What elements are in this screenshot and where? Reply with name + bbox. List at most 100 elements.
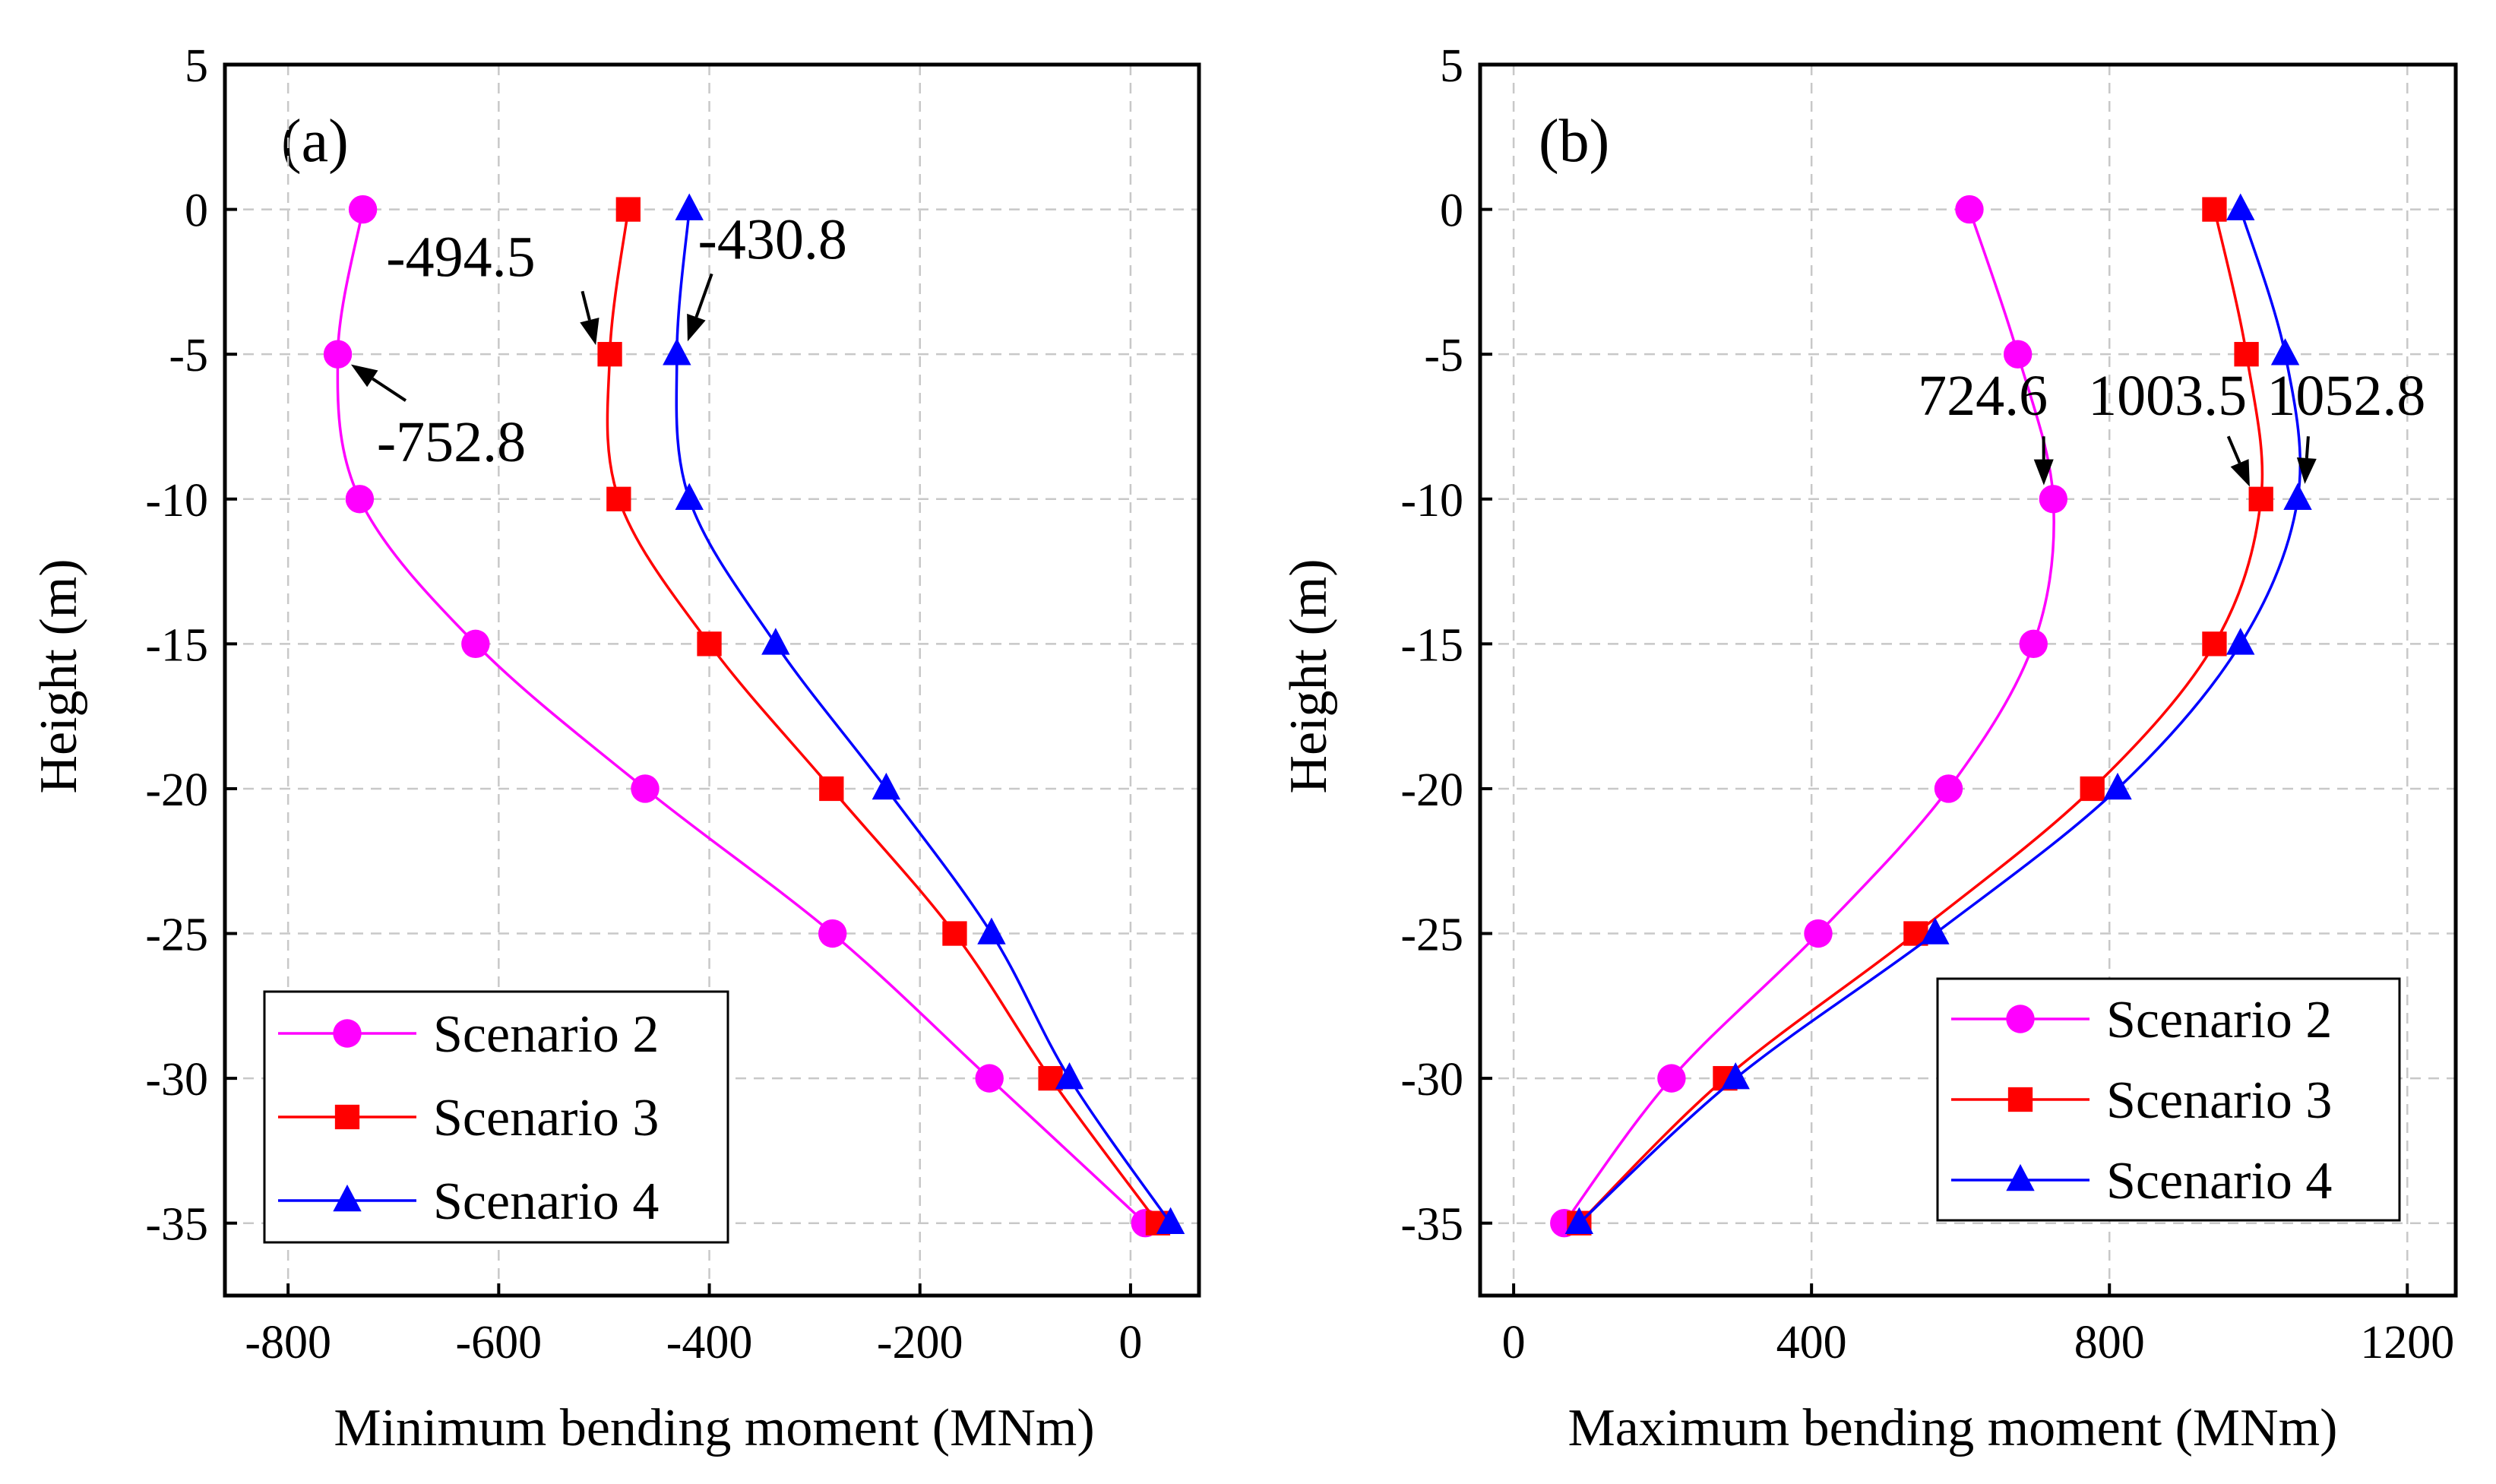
data-point-b-2-7	[1564, 1207, 1594, 1234]
ticks-a: -800 -600 -400 -200 0 5 0 -5 -10 -15 -20 -25 -30 -35	[145, 40, 1142, 1369]
data-point-b-0-6	[1657, 1064, 1686, 1093]
data-point-a-0-1	[323, 340, 353, 369]
data-point-a-0-3	[461, 629, 490, 659]
data-point-a-0-4	[631, 774, 660, 803]
panel-a-minimum-bending-moment: (a) Minimum bending moment (MNm) Height …	[30, 40, 1201, 1457]
x-axis-label-b: Maximum bending moment (MNm)	[1568, 1399, 2338, 1457]
annotation-arrow-b-2	[2296, 436, 2317, 484]
data-point-a-2-3	[761, 628, 790, 655]
annotation-b-1: 1003.5	[2088, 364, 2250, 487]
y-tick-label-b-0: 5	[1440, 40, 1463, 92]
data-point-a-2-5	[977, 917, 1006, 945]
annotation-label-b-0: 724.6	[1918, 364, 2048, 428]
y-tick-label-b-3: -10	[1400, 475, 1463, 527]
data-point-a-0-6	[975, 1064, 1004, 1093]
y-tick-label-a-5: -20	[145, 764, 208, 816]
panel-b-maximum-bending-moment: (b) Maximum bending moment (MNm) Height …	[1280, 40, 2458, 1457]
data-point-b-0-2	[2039, 485, 2068, 514]
x-tick-label-a-0: -800	[245, 1317, 331, 1369]
annotation-arrow-b-1-shaft	[2226, 435, 2241, 464]
legend-label-b-2: Scenario 4	[2106, 1152, 2332, 1210]
annotation-a-1: -430.8	[687, 207, 847, 342]
data-point-b-1-0	[2202, 197, 2227, 222]
y-axis-label-b: Height (m)	[1280, 558, 1338, 793]
x-tick-label-a-1: -600	[456, 1317, 543, 1369]
annotation-arrow-b-2-shaft	[2305, 436, 2310, 459]
annotation-arrow-b-0-head	[2033, 459, 2054, 486]
annotation-arrow-a-2-head	[350, 364, 378, 388]
legend-marker-b-1	[2007, 1087, 2033, 1112]
y-tick-label-a-4: -15	[145, 619, 208, 671]
data-point-b-0-5	[1804, 919, 1833, 948]
y-tick-label-b-5: -20	[1400, 764, 1463, 816]
series-line-a-2	[675, 209, 1172, 1224]
legend-marker-a-2	[333, 1184, 362, 1212]
data-point-b-1-3	[2202, 631, 2227, 657]
data-point-a-1-2	[606, 486, 631, 511]
panel-label-b: (b)	[1539, 108, 1609, 175]
annotation-a-2: -752.8	[350, 364, 526, 474]
plot-frame-a	[223, 62, 1201, 1298]
x-axis-label-a: Minimum bending moment (MNm)	[334, 1399, 1094, 1457]
plot-frame-b	[1478, 62, 2458, 1298]
x-tick-label-b-0: 0	[1502, 1317, 1526, 1369]
annotation-arrow-a-2	[350, 364, 407, 402]
x-tick-label-a-2: -400	[666, 1317, 753, 1369]
legend-label-a-0: Scenario 2	[433, 1005, 659, 1064]
annotation-arrow-a-1-head	[687, 313, 706, 342]
data-point-b-1-1	[2234, 342, 2259, 367]
legend-b: Scenario 2 Scenario 3 Scenario 4	[1936, 977, 2401, 1222]
annotation-arrow-a-1	[687, 273, 713, 342]
data-point-a-0-5	[818, 919, 847, 948]
annotation-b-0: 724.6	[1918, 364, 2054, 486]
legend-label-b-0: Scenario 2	[2106, 991, 2332, 1049]
y-tick-label-a-6: -25	[145, 910, 208, 961]
annotation-label-a-2: -752.8	[377, 410, 526, 474]
y-tick-label-a-1: 0	[185, 185, 208, 237]
y-tick-label-b-8: -35	[1400, 1199, 1463, 1251]
data-point-b-2-6	[1721, 1062, 1750, 1090]
y-tick-label-a-2: -5	[169, 330, 208, 381]
data-point-b-0-4	[1934, 774, 1963, 803]
annotation-label-a-0: -494.5	[386, 225, 535, 289]
data-point-b-2-4	[2103, 772, 2132, 800]
legend-marker-b-0	[2006, 1005, 2035, 1033]
data-point-a-2-0	[675, 193, 704, 220]
panel-label-a: (a)	[281, 108, 349, 175]
x-tick-label-b-2: 800	[2074, 1317, 2145, 1369]
x-tick-label-b-1: 400	[1776, 1317, 1847, 1369]
ticks-b: 0 400 800 1200 5 0 -5 -10 -15 -20 -25 -30 -35	[1400, 40, 2454, 1369]
data-point-b-2-1	[2270, 338, 2300, 365]
legend-a: Scenario 2 Scenario 3 Scenario 4	[263, 990, 729, 1244]
data-point-a-2-6	[1055, 1062, 1084, 1090]
y-tick-label-b-1: 0	[1440, 185, 1463, 237]
x-tick-label-b-3: 1200	[2360, 1317, 2454, 1369]
data-point-b-2-0	[2226, 193, 2255, 220]
y-tick-label-b-2: -5	[1424, 330, 1463, 381]
data-point-b-2-2	[2283, 483, 2312, 511]
legend-marker-a-0	[333, 1019, 362, 1048]
annotation-arrow-a-1-shaft	[694, 273, 713, 318]
annotation-arrow-a-0-head	[580, 318, 599, 346]
series-b-2	[1564, 193, 2312, 1234]
series-b-0	[1550, 195, 2068, 1238]
data-point-a-1-3	[697, 631, 722, 657]
annotation-label-a-1: -430.8	[698, 207, 847, 271]
series-line-b-2	[1578, 209, 2302, 1224]
data-point-a-2-1	[663, 338, 691, 365]
y-tick-label-b-7: -30	[1400, 1054, 1463, 1106]
legend-marker-b-2	[2006, 1163, 2035, 1191]
legend-label-a-2: Scenario 4	[433, 1172, 659, 1231]
annotation-b-2: 1052.8	[2267, 364, 2425, 484]
x-tick-label-a-4: 0	[1118, 1317, 1142, 1369]
x-tick-label-a-3: -200	[877, 1317, 963, 1369]
annotation-a-0: -494.5	[386, 225, 599, 346]
y-tick-label-a-0: 5	[185, 40, 208, 92]
annotation-arrow-b-2-head	[2296, 457, 2317, 484]
annotation-label-b-2: 1052.8	[2267, 364, 2425, 428]
y-tick-label-b-4: -15	[1400, 619, 1463, 671]
data-point-b-2-3	[2226, 628, 2255, 655]
annotation-label-b-1: 1003.5	[2088, 364, 2247, 428]
data-point-b-0-0	[1955, 195, 1984, 224]
data-point-a-1-4	[819, 776, 844, 802]
